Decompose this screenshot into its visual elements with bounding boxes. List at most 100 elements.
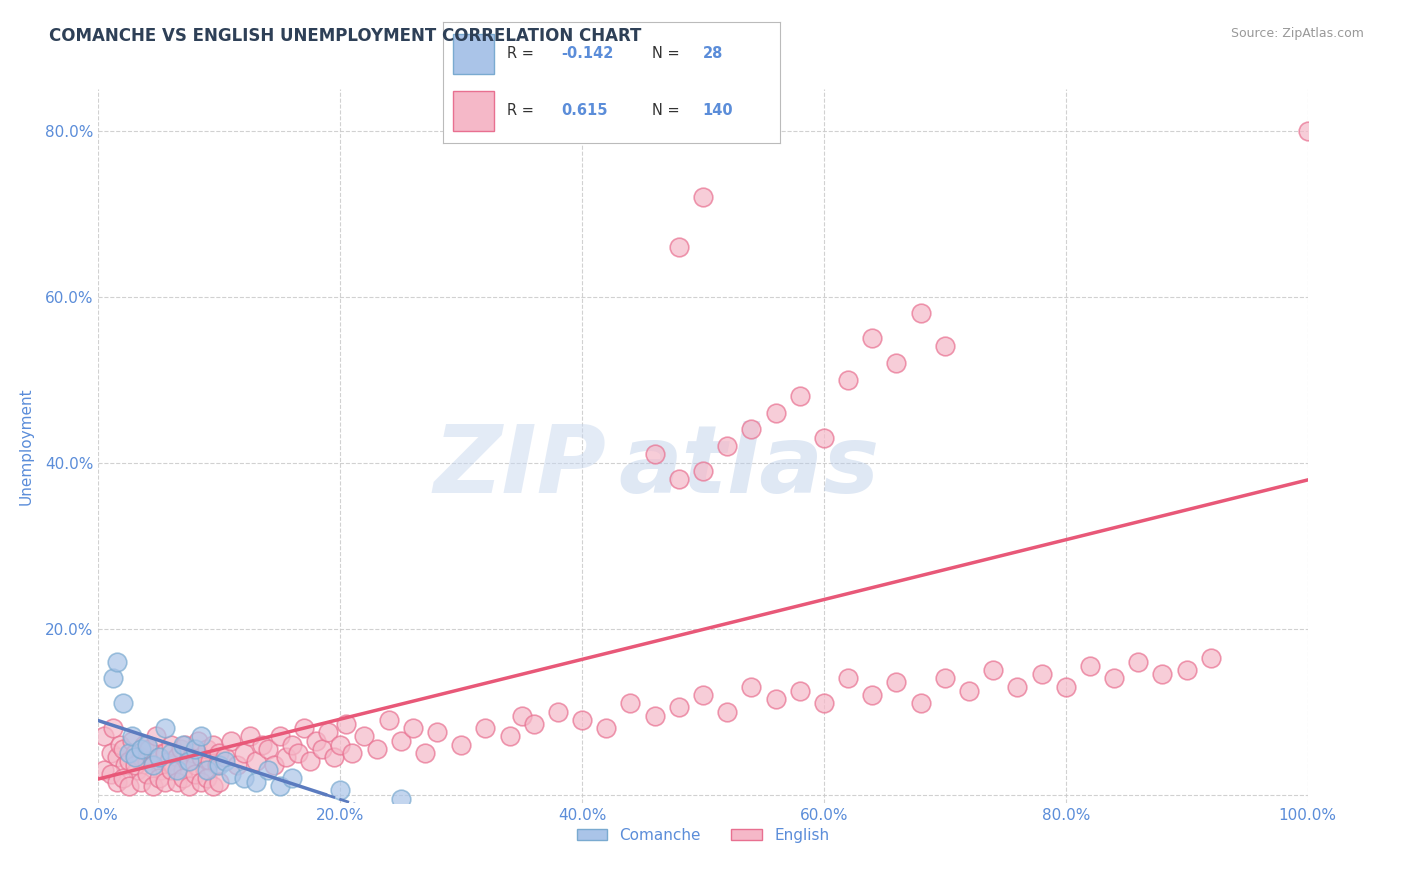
Point xyxy=(124,758,146,772)
Point xyxy=(274,750,297,764)
Legend: Comanche, English: Comanche, English xyxy=(571,822,835,848)
Point xyxy=(166,750,188,764)
Point xyxy=(100,746,122,760)
Point xyxy=(1031,667,1053,681)
Point xyxy=(329,738,352,752)
Point xyxy=(153,721,176,735)
Point xyxy=(957,683,980,698)
Point xyxy=(256,742,278,756)
Point xyxy=(172,763,194,777)
Point xyxy=(221,766,243,780)
Point xyxy=(208,746,231,760)
Point xyxy=(292,721,315,735)
Point xyxy=(105,750,128,764)
Text: atlas: atlas xyxy=(619,421,880,514)
Point xyxy=(886,675,908,690)
Point xyxy=(135,754,157,768)
Point xyxy=(837,373,859,387)
Point xyxy=(281,771,304,785)
Point xyxy=(214,750,236,764)
Point xyxy=(692,190,714,204)
Point xyxy=(595,721,617,735)
Point xyxy=(498,730,520,744)
Point xyxy=(142,758,165,772)
Point xyxy=(232,771,254,785)
Point xyxy=(179,779,201,793)
Point xyxy=(789,389,811,403)
Point xyxy=(179,754,201,768)
Point xyxy=(194,763,217,777)
Point xyxy=(118,746,141,760)
Text: 28: 28 xyxy=(703,46,723,62)
Point xyxy=(668,472,690,486)
Text: N =: N = xyxy=(652,46,679,62)
Point xyxy=(184,758,207,772)
Point xyxy=(148,750,170,764)
Point xyxy=(166,775,188,789)
Point xyxy=(114,758,136,772)
Text: COMANCHE VS ENGLISH UNEMPLOYMENT CORRELATION CHART: COMANCHE VS ENGLISH UNEMPLOYMENT CORRELA… xyxy=(49,27,641,45)
Point xyxy=(1199,650,1222,665)
Point xyxy=(692,688,714,702)
Point xyxy=(142,779,165,793)
Point xyxy=(316,725,339,739)
Point xyxy=(644,447,666,461)
Point xyxy=(311,742,333,756)
Point xyxy=(160,746,183,760)
Point xyxy=(150,763,173,777)
Text: -0.142: -0.142 xyxy=(561,46,613,62)
Point xyxy=(160,738,183,752)
Point xyxy=(813,431,835,445)
Point xyxy=(335,717,357,731)
Point xyxy=(184,742,207,756)
Point xyxy=(101,721,124,735)
Point xyxy=(129,750,152,764)
Text: 0.615: 0.615 xyxy=(561,103,607,118)
Point xyxy=(118,779,141,793)
Point xyxy=(179,754,201,768)
Point xyxy=(190,730,212,744)
Y-axis label: Unemployment: Unemployment xyxy=(18,387,34,505)
Point xyxy=(93,730,115,744)
Point xyxy=(121,733,143,747)
Point xyxy=(366,742,388,756)
Point xyxy=(129,742,152,756)
Point xyxy=(1102,671,1125,685)
Point xyxy=(118,754,141,768)
Point xyxy=(208,775,231,789)
Point xyxy=(145,730,167,744)
Point xyxy=(195,771,218,785)
Point xyxy=(198,754,221,768)
Point xyxy=(172,771,194,785)
Point xyxy=(190,750,212,764)
Point xyxy=(547,705,569,719)
Point xyxy=(129,775,152,789)
Text: Source: ZipAtlas.com: Source: ZipAtlas.com xyxy=(1230,27,1364,40)
Point xyxy=(121,730,143,744)
Point xyxy=(127,763,149,777)
Point xyxy=(190,775,212,789)
Point xyxy=(765,406,787,420)
Point xyxy=(100,766,122,780)
Point xyxy=(377,713,399,727)
Point xyxy=(1296,124,1319,138)
Point xyxy=(135,766,157,780)
Point xyxy=(124,746,146,760)
Point xyxy=(169,742,191,756)
Point xyxy=(571,713,593,727)
Point xyxy=(184,766,207,780)
Point xyxy=(934,339,956,353)
Point xyxy=(644,708,666,723)
Point xyxy=(111,696,134,710)
Point xyxy=(245,754,267,768)
Text: 140: 140 xyxy=(703,103,734,118)
Text: N =: N = xyxy=(652,103,679,118)
Point xyxy=(668,700,690,714)
Point xyxy=(1175,663,1198,677)
Point xyxy=(837,671,859,685)
Point xyxy=(157,754,180,768)
Point xyxy=(256,763,278,777)
Point xyxy=(389,791,412,805)
Point xyxy=(205,758,228,772)
Point xyxy=(353,730,375,744)
